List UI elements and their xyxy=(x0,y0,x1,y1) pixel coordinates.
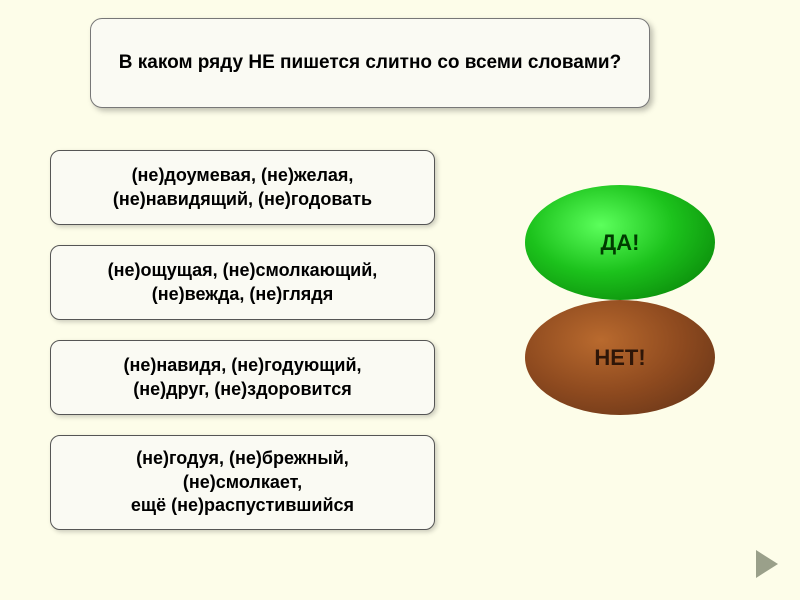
next-arrow-icon[interactable] xyxy=(756,550,778,578)
feedback-no-label: НЕТ! xyxy=(594,345,645,371)
question-text: В каком ряду НЕ пишется слитно со всеми … xyxy=(119,50,621,76)
answer-text-2: (не)ощущая, (не)смолкающий, (не)вежда, (… xyxy=(108,259,378,306)
answer-option-2[interactable]: (не)ощущая, (не)смолкающий, (не)вежда, (… xyxy=(50,245,435,320)
question-box: В каком ряду НЕ пишется слитно со всеми … xyxy=(90,18,650,108)
answer-option-1[interactable]: (не)доумевая, (не)желая, (не)навидящий, … xyxy=(50,150,435,225)
feedback-yes: ДА! xyxy=(525,185,715,300)
answer-option-4[interactable]: (не)годуя, (не)брежный, (не)смолкает, ещ… xyxy=(50,435,435,530)
answer-text-1: (не)доумевая, (не)желая, (не)навидящий, … xyxy=(113,164,372,211)
answer-option-3[interactable]: (не)навидя, (не)годующий, (не)друг, (не)… xyxy=(50,340,435,415)
answer-text-4: (не)годуя, (не)брежный, (не)смолкает, ещ… xyxy=(131,447,354,517)
feedback-yes-label: ДА! xyxy=(601,230,640,256)
feedback-no: НЕТ! xyxy=(525,300,715,415)
answer-text-3: (не)навидя, (не)годующий, (не)друг, (не)… xyxy=(123,354,361,401)
